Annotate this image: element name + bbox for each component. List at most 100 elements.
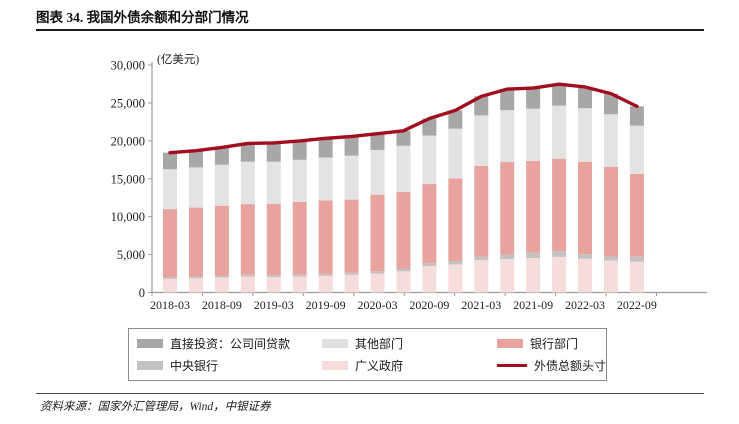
bar-segment <box>188 276 203 279</box>
y-axis-label: 30,000 <box>111 59 145 73</box>
total-line <box>168 82 639 155</box>
bar-segment <box>474 115 489 166</box>
bar-segment <box>318 275 333 293</box>
bar-segment <box>163 277 177 279</box>
x-axis-label: 2019-03 <box>254 298 294 312</box>
bar-segment <box>396 271 411 293</box>
bar-segment <box>500 162 515 255</box>
legend-label: 其他部门 <box>355 336 404 351</box>
legend-label: 直接投资：公司间贷款 <box>170 336 291 351</box>
legend-item: 银行部门 <box>497 335 606 352</box>
bar-segment <box>448 178 463 262</box>
legend-label: 广义政府 <box>355 359 404 374</box>
y-axis-label: 5,000 <box>117 248 145 262</box>
source-rule <box>36 393 704 394</box>
bar-segment <box>292 159 307 202</box>
y-axis-label: 20,000 <box>111 134 145 148</box>
bar-segment <box>448 264 463 293</box>
x-axis-label: 2020-03 <box>358 298 398 312</box>
y-axis-label: 0 <box>139 286 145 300</box>
bar-segment <box>370 149 385 195</box>
bar-segment <box>629 256 644 262</box>
bar-segment <box>578 254 593 259</box>
bar-segment <box>422 118 437 136</box>
bar-segment <box>188 278 203 293</box>
bar-segment <box>448 261 463 265</box>
bar-segment <box>422 265 437 293</box>
x-axis-label: 2022-09 <box>617 298 657 312</box>
bar-segment <box>396 192 411 269</box>
bar-segment <box>629 125 644 174</box>
bar-segment <box>240 274 255 277</box>
bar-segment <box>344 155 359 200</box>
legend-item: 中央银行 <box>137 357 322 374</box>
bar-segment <box>318 200 333 274</box>
bar-segment <box>214 205 229 276</box>
legend-color-swatch <box>137 361 163 371</box>
legend-label: 中央银行 <box>170 359 219 374</box>
bar-segment <box>603 93 618 115</box>
bar-segment <box>318 157 333 201</box>
legend-item: 广义政府 <box>322 357 497 374</box>
figure-title: 图表 34. 我国外债余额和分部门情况 <box>36 10 249 25</box>
bar-segment <box>266 276 281 293</box>
bar-segment <box>292 274 307 277</box>
bar-segment <box>526 252 541 258</box>
bar-segment <box>422 184 437 264</box>
bar-segment <box>292 276 307 293</box>
bar-segment <box>578 108 593 162</box>
bar-segment <box>266 161 281 204</box>
bar-segment <box>526 108 541 161</box>
legend-color-swatch <box>497 338 523 348</box>
legend-color-swatch <box>137 338 163 348</box>
bar-segment <box>448 128 463 179</box>
bar-segment <box>214 164 229 206</box>
y-axis-label: 25,000 <box>111 96 145 110</box>
bar-segment <box>370 194 385 272</box>
bar-segment <box>578 258 593 293</box>
bar-segment <box>240 204 255 275</box>
legend-item: 外债总额头寸 <box>497 357 606 374</box>
bar-segment <box>500 89 515 111</box>
bar-segment <box>163 169 177 210</box>
bar-segment <box>370 273 385 293</box>
bar-segment <box>370 271 385 274</box>
bar-segment <box>474 165 489 257</box>
bar-segment <box>344 272 359 275</box>
bar-segment <box>629 261 644 293</box>
bar-segment <box>292 140 307 160</box>
bar-segment <box>396 130 411 146</box>
bar-segment <box>266 275 281 277</box>
bar-segment <box>448 110 463 129</box>
bar-segment <box>552 251 567 257</box>
x-axis-label: 2019-09 <box>306 298 346 312</box>
y-axis-label: 10,000 <box>111 210 145 224</box>
chart-canvas: 0 5,000 10,000 15,000 20,000 25,000 30,000 (亿美元… <box>111 52 707 312</box>
bar-segment <box>500 110 515 163</box>
bar-segment <box>344 199 359 273</box>
bar-segment <box>603 256 618 261</box>
legend-line-swatch <box>497 364 527 368</box>
bar-segment <box>266 203 281 276</box>
bar-segment <box>163 209 177 278</box>
bar-segment <box>240 276 255 293</box>
bar-segment <box>266 142 281 162</box>
legend-item: 其他部门 <box>322 335 497 352</box>
bar-segment <box>188 150 203 168</box>
bar-segment <box>163 152 177 170</box>
x-axis-label: 2018-03 <box>150 298 190 312</box>
bar-segment <box>292 201 307 275</box>
bar-segment <box>396 145 411 193</box>
bar-segment <box>552 158 567 252</box>
bar-segment <box>552 105 567 159</box>
bar-segment <box>552 84 567 106</box>
bar-segment <box>603 260 618 293</box>
bar-segment <box>526 88 541 109</box>
x-axis-label: 2020-09 <box>409 298 449 312</box>
bar-segment <box>578 86 593 109</box>
bar-segment <box>474 256 489 261</box>
bar-segment <box>526 257 541 293</box>
bar-segment <box>422 263 437 266</box>
bar-segment <box>629 106 644 126</box>
